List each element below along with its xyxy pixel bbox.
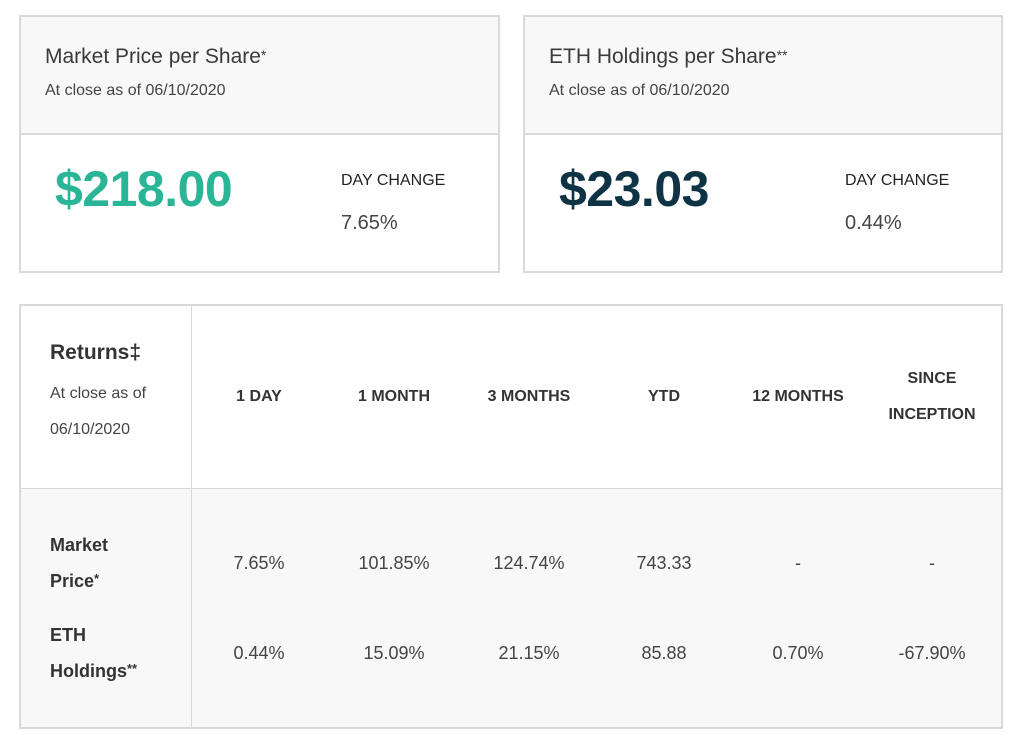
eth-holdings-card-body: $23.03 DAY CHANGE 0.44%: [525, 135, 1001, 271]
market-price-card-body: $218.00 DAY CHANGE 7.65%: [21, 135, 498, 271]
eth-holdings-title-text: ETH Holdings per Share: [549, 45, 777, 68]
cell-market-1-day: 7.65%: [233, 553, 285, 573]
market-price-title-text: Market Price per Share: [45, 45, 261, 68]
returns-table: Returns‡ At close as of 06/10/2020 1 DAY…: [19, 304, 1003, 729]
returns-label-column-divider: [21, 306, 192, 727]
eth-holdings-card-title: ETH Holdings per Share**: [549, 43, 1001, 71]
eth-holdings-card-header: ETH Holdings per Share** At close as of …: [525, 17, 1001, 135]
row-label-market-price-text: Market Price: [50, 535, 109, 591]
column-header-12-months: 12 MONTHS: [752, 388, 844, 405]
market-day-change-label: DAY CHANGE: [341, 172, 446, 189]
column-header-3-months: 3 MONTHS: [487, 388, 571, 405]
row-label-market-price-mark: *: [94, 571, 100, 586]
cell-market-12-months: -: [795, 553, 801, 573]
cell-market-3-months: 124.74%: [493, 553, 565, 573]
market-price-card-header: Market Price per Share* At close as of 0…: [21, 17, 498, 135]
returns-table-header: Returns‡ At close as of 06/10/2020 1 DAY…: [21, 306, 1001, 489]
market-day-change-value: 7.65%: [341, 212, 398, 234]
market-price-card-subtitle: At close as of 06/10/2020: [45, 82, 226, 99]
cell-eth-1-month: 15.09%: [363, 643, 425, 663]
row-label-eth-holdings: ETH Holdings**: [50, 617, 170, 689]
market-price-value: $218.00: [55, 161, 233, 217]
market-price-card-title: Market Price per Share*: [45, 43, 498, 71]
column-header-ytd: YTD: [648, 388, 680, 405]
eth-day-change-value: 0.44%: [845, 212, 902, 234]
eth-holdings-value: $23.03: [559, 161, 709, 217]
row-label-eth-holdings-mark: **: [127, 661, 138, 676]
cell-eth-1-day: 0.44%: [233, 643, 285, 663]
cell-eth-12-months: 0.70%: [772, 643, 824, 663]
cell-market-since-inception: -: [929, 553, 935, 573]
row-label-market-price: Market Price*: [50, 527, 160, 599]
market-price-card: Market Price per Share* At close as of 0…: [19, 15, 500, 273]
row-label-eth-holdings-text: ETH Holdings: [50, 625, 127, 681]
eth-day-change-label: DAY CHANGE: [845, 172, 950, 189]
column-header-since-inception: SINCE INCEPTION: [888, 370, 976, 423]
eth-holdings-card: ETH Holdings per Share** At close as of …: [523, 15, 1003, 273]
cell-market-ytd: 743.33: [636, 553, 692, 573]
eth-holdings-title-footnote-mark: **: [776, 47, 788, 63]
column-header-1-month: 1 MONTH: [358, 388, 430, 405]
returns-title: Returns‡: [50, 341, 142, 364]
returns-table-body: Market Price* 7.65% 101.85% 124.74% 743.…: [21, 489, 1001, 727]
cell-market-1-month: 101.85%: [358, 553, 430, 573]
cell-eth-3-months: 21.15%: [498, 643, 560, 663]
eth-holdings-card-subtitle: At close as of 06/10/2020: [549, 82, 730, 99]
market-price-title-footnote-mark: *: [260, 47, 267, 63]
returns-subtitle: At close as of 06/10/2020: [50, 385, 147, 438]
column-header-1-day: 1 DAY: [236, 388, 282, 405]
cell-eth-since-inception: -67.90%: [898, 643, 966, 663]
cell-eth-ytd: 85.88: [641, 643, 687, 663]
